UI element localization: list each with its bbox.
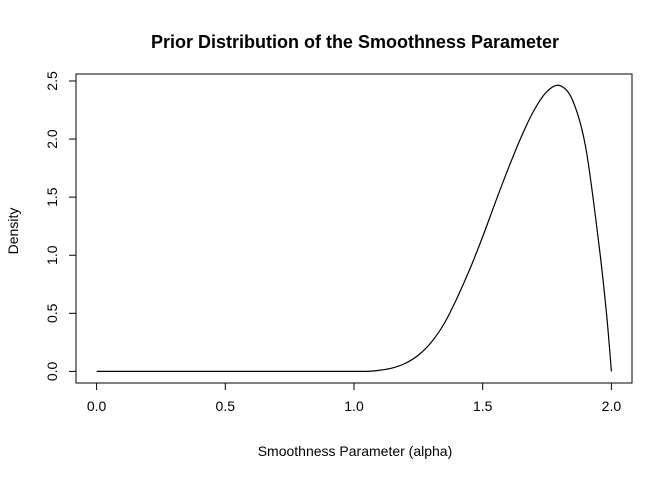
y-axis: 0.0 0.5 1.0 1.5 2.0 2.5 (44, 71, 77, 381)
chart-title: Prior Distribution of the Smoothness Par… (151, 32, 559, 52)
x-tick-label: 0.5 (216, 398, 236, 414)
y-tick-label: 0.0 (44, 361, 60, 381)
y-tick-label: 1.0 (44, 245, 60, 265)
y-tick-label: 0.5 (44, 303, 60, 323)
x-axis-label: Smoothness Parameter (alpha) (258, 443, 453, 459)
x-tick-label: 2.0 (602, 398, 622, 414)
x-tick-label: 1.5 (473, 398, 493, 414)
y-tick-label: 2.5 (44, 71, 60, 91)
y-tick-label: 2.0 (44, 129, 60, 149)
y-tick-label: 1.5 (44, 187, 60, 207)
x-axis: 0.0 0.5 1.0 1.5 2.0 (87, 382, 622, 414)
y-axis-label: Density (5, 208, 21, 255)
x-tick-label: 0.0 (87, 398, 107, 414)
x-tick-label: 1.0 (344, 398, 364, 414)
density-curve (96, 84, 613, 373)
plot-frame (75, 73, 633, 384)
